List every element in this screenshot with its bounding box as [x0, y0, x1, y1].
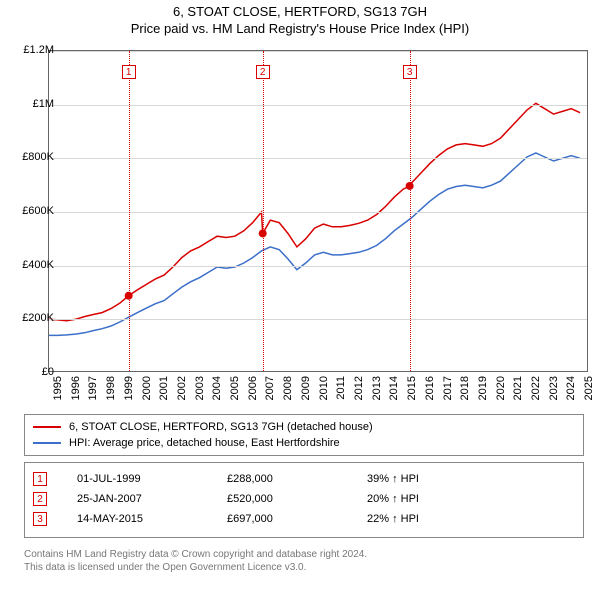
footer-line1: Contains HM Land Registry data © Crown c… — [24, 548, 584, 561]
sale-diff: 22% ↑ HPI — [367, 513, 419, 525]
x-axis-label: 2023 — [548, 376, 560, 400]
x-axis-label: 2001 — [158, 376, 170, 400]
sale-vline — [129, 51, 130, 371]
sale-marker-box: 1 — [122, 65, 136, 79]
x-axis-label: 2025 — [583, 376, 595, 400]
x-axis-label: 2011 — [335, 376, 347, 400]
x-axis-label: 2003 — [194, 376, 206, 400]
sales-table: 1 01-JUL-1999£288,00039% ↑ HPI 2 25-JAN-200… — [24, 462, 584, 538]
sale-date: 14-MAY-2015 — [77, 513, 227, 525]
sale-date: 25-JAN-2007 — [77, 493, 227, 505]
sale-diff: 39% ↑ HPI — [367, 473, 419, 485]
legend-label-property: 6, STOAT CLOSE, HERTFORD, SG13 7GH (deta… — [69, 421, 373, 433]
y-axis-label: £400K — [22, 259, 54, 271]
sale-row: 1 01-JUL-1999£288,00039% ↑ HPI — [33, 469, 575, 489]
x-axis-label: 2007 — [264, 376, 276, 400]
x-axis-label: 2016 — [424, 376, 436, 400]
sale-marker-box: 2 — [256, 65, 270, 79]
x-axis-label: 2020 — [495, 376, 507, 400]
sale-diff: 20% ↑ HPI — [367, 493, 419, 505]
x-axis-label: 2010 — [318, 376, 330, 400]
sale-marker-box: 3 — [403, 65, 417, 79]
sale-vline — [263, 51, 264, 371]
legend-swatch-property — [33, 426, 61, 428]
sale-price: £520,000 — [227, 493, 367, 505]
x-axis-label: 2017 — [442, 376, 454, 400]
x-axis-label: 2006 — [247, 376, 259, 400]
x-axis-label: 2008 — [282, 376, 294, 400]
x-axis-label: 2002 — [176, 376, 188, 400]
x-axis-label: 2021 — [512, 376, 524, 400]
chart-title-desc: Price paid vs. HM Land Registry's House … — [0, 21, 600, 36]
sale-price: £697,000 — [227, 513, 367, 525]
sale-number-box: 2 — [33, 492, 47, 506]
sale-row: 3 14-MAY-2015£697,00022% ↑ HPI — [33, 509, 575, 529]
x-axis-label: 2019 — [477, 376, 489, 400]
x-axis-label: 2015 — [406, 376, 418, 400]
y-axis-label: £600K — [22, 205, 54, 217]
y-gridline — [49, 212, 587, 213]
sale-number-box: 3 — [33, 512, 47, 526]
x-axis-label: 2014 — [388, 376, 400, 400]
footer-attribution: Contains HM Land Registry data © Crown c… — [24, 548, 584, 574]
y-axis-label: £800K — [22, 151, 54, 163]
x-axis-label: 1998 — [105, 376, 117, 400]
legend: 6, STOAT CLOSE, HERTFORD, SG13 7GH (deta… — [24, 414, 584, 456]
y-gridline — [49, 319, 587, 320]
x-axis-label: 2013 — [371, 376, 383, 400]
y-gridline — [49, 266, 587, 267]
chart-title-address: 6, STOAT CLOSE, HERTFORD, SG13 7GH — [0, 4, 600, 19]
sale-number-box: 1 — [33, 472, 47, 486]
x-axis-label: 2018 — [459, 376, 471, 400]
x-axis-label: 2000 — [141, 376, 153, 400]
footer-line2: This data is licensed under the Open Gov… — [24, 561, 584, 574]
x-axis-label: 1999 — [123, 376, 135, 400]
sale-price: £288,000 — [227, 473, 367, 485]
sale-date: 01-JUL-1999 — [77, 473, 227, 485]
legend-item-property: 6, STOAT CLOSE, HERTFORD, SG13 7GH (deta… — [33, 419, 575, 435]
price-chart: 1 2 3 — [48, 50, 588, 372]
legend-swatch-hpi — [33, 442, 61, 444]
x-axis-label: 1995 — [52, 376, 64, 400]
y-gridline — [49, 51, 587, 52]
x-axis-label: 2022 — [530, 376, 542, 400]
x-axis-label: 1997 — [87, 376, 99, 400]
y-axis-label: £1.2M — [23, 44, 54, 56]
x-axis-label: 2024 — [565, 376, 577, 400]
sale-row: 2 25-JAN-2007£520,00020% ↑ HPI — [33, 489, 575, 509]
y-gridline — [49, 158, 587, 159]
sale-vline — [410, 51, 411, 371]
x-axis-label: 1996 — [70, 376, 82, 400]
legend-item-hpi: HPI: Average price, detached house, East… — [33, 435, 575, 451]
y-axis-label: £1M — [33, 98, 54, 110]
x-axis-label: 2004 — [211, 376, 223, 400]
chart-plot-svg — [49, 51, 587, 371]
chart-header: 6, STOAT CLOSE, HERTFORD, SG13 7GH Price… — [0, 0, 600, 36]
x-axis-label: 2012 — [353, 376, 365, 400]
x-axis-label: 2005 — [229, 376, 241, 400]
y-axis-label: £200K — [22, 312, 54, 324]
legend-label-hpi: HPI: Average price, detached house, East… — [69, 437, 340, 449]
y-gridline — [49, 105, 587, 106]
x-axis-label: 2009 — [300, 376, 312, 400]
